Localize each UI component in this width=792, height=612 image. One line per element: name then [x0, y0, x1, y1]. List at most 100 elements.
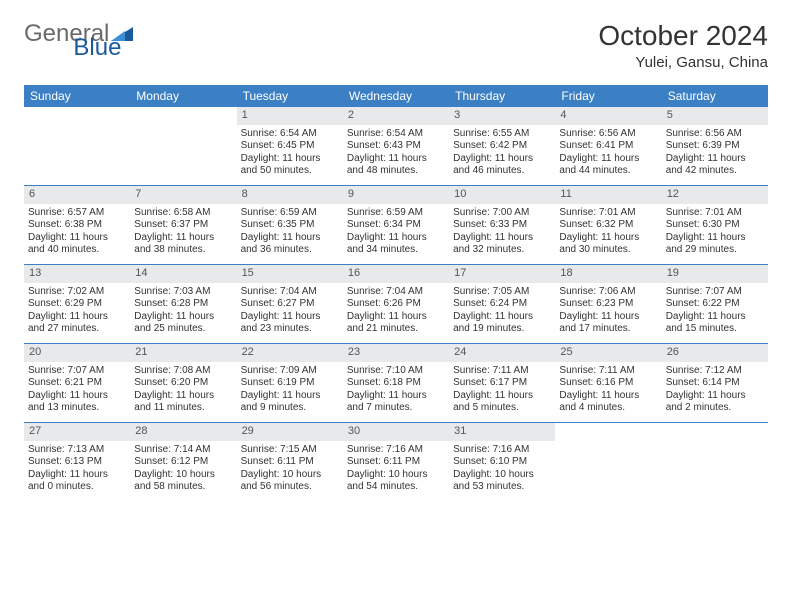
daylight-text: Daylight: 10 hours and 56 minutes.: [241, 469, 339, 494]
sunset-text: Sunset: 6:42 PM: [453, 140, 551, 153]
daylight-text: Daylight: 11 hours and 48 minutes.: [347, 153, 445, 178]
sunrise-text: Sunrise: 7:16 AM: [453, 444, 551, 457]
day-cell: 17Sunrise: 7:05 AMSunset: 6:24 PMDayligh…: [449, 265, 555, 343]
day-cell: 7Sunrise: 6:58 AMSunset: 6:37 PMDaylight…: [130, 186, 236, 264]
day-cell: 9Sunrise: 6:59 AMSunset: 6:34 PMDaylight…: [343, 186, 449, 264]
sunset-text: Sunset: 6:27 PM: [241, 298, 339, 311]
day-number: 10: [449, 186, 555, 204]
week-row: 1Sunrise: 6:54 AMSunset: 6:45 PMDaylight…: [24, 107, 768, 186]
sunrise-text: Sunrise: 7:07 AM: [666, 286, 764, 299]
dow-thursday: Thursday: [449, 85, 555, 107]
day-cell: 10Sunrise: 7:00 AMSunset: 6:33 PMDayligh…: [449, 186, 555, 264]
day-number: 7: [130, 186, 236, 204]
day-number: 6: [24, 186, 130, 204]
daylight-text: Daylight: 10 hours and 54 minutes.: [347, 469, 445, 494]
week-row: 27Sunrise: 7:13 AMSunset: 6:13 PMDayligh…: [24, 423, 768, 501]
day-cell: 1Sunrise: 6:54 AMSunset: 6:45 PMDaylight…: [237, 107, 343, 185]
sunrise-text: Sunrise: 7:01 AM: [666, 207, 764, 220]
day-number: 14: [130, 265, 236, 283]
day-cell: 6Sunrise: 6:57 AMSunset: 6:38 PMDaylight…: [24, 186, 130, 264]
day-cell: 12Sunrise: 7:01 AMSunset: 6:30 PMDayligh…: [662, 186, 768, 264]
sunrise-text: Sunrise: 6:59 AM: [241, 207, 339, 220]
sunrise-text: Sunrise: 7:09 AM: [241, 365, 339, 378]
day-number: 19: [662, 265, 768, 283]
day-number: 17: [449, 265, 555, 283]
sunset-text: Sunset: 6:41 PM: [559, 140, 657, 153]
sunrise-text: Sunrise: 7:13 AM: [28, 444, 126, 457]
day-number: 15: [237, 265, 343, 283]
sunset-text: Sunset: 6:30 PM: [666, 219, 764, 232]
daylight-text: Daylight: 11 hours and 2 minutes.: [666, 390, 764, 415]
day-number: 9: [343, 186, 449, 204]
sunset-text: Sunset: 6:21 PM: [28, 377, 126, 390]
sunrise-text: Sunrise: 6:57 AM: [28, 207, 126, 220]
logo-part2-wrap: Blue: [73, 34, 121, 62]
sunrise-text: Sunrise: 7:03 AM: [134, 286, 232, 299]
daylight-text: Daylight: 11 hours and 27 minutes.: [28, 311, 126, 336]
day-number: 31: [449, 423, 555, 441]
daylight-text: Daylight: 11 hours and 46 minutes.: [453, 153, 551, 178]
daylight-text: Daylight: 11 hours and 44 minutes.: [559, 153, 657, 178]
sunset-text: Sunset: 6:45 PM: [241, 140, 339, 153]
daylight-text: Daylight: 11 hours and 36 minutes.: [241, 232, 339, 257]
sunrise-text: Sunrise: 7:04 AM: [241, 286, 339, 299]
sunset-text: Sunset: 6:29 PM: [28, 298, 126, 311]
day-number: 18: [555, 265, 661, 283]
sunrise-text: Sunrise: 7:16 AM: [347, 444, 445, 457]
dow-sunday: Sunday: [24, 85, 130, 107]
day-number: 1: [237, 107, 343, 125]
day-number: 22: [237, 344, 343, 362]
logo-part2: Blue: [73, 34, 121, 62]
daylight-text: Daylight: 11 hours and 25 minutes.: [134, 311, 232, 336]
daylight-text: Daylight: 11 hours and 17 minutes.: [559, 311, 657, 336]
sunset-text: Sunset: 6:39 PM: [666, 140, 764, 153]
day-cell: [662, 423, 768, 501]
day-cell: 11Sunrise: 7:01 AMSunset: 6:32 PMDayligh…: [555, 186, 661, 264]
daylight-text: Daylight: 11 hours and 30 minutes.: [559, 232, 657, 257]
dow-friday: Friday: [555, 85, 661, 107]
sunrise-text: Sunrise: 7:07 AM: [28, 365, 126, 378]
sunrise-text: Sunrise: 7:14 AM: [134, 444, 232, 457]
day-cell: 8Sunrise: 6:59 AMSunset: 6:35 PMDaylight…: [237, 186, 343, 264]
sunrise-text: Sunrise: 6:56 AM: [559, 128, 657, 141]
title-block: October 2024 Yulei, Gansu, China: [598, 20, 768, 71]
day-number: 20: [24, 344, 130, 362]
day-cell: [555, 423, 661, 501]
daylight-text: Daylight: 11 hours and 40 minutes.: [28, 232, 126, 257]
day-cell: 28Sunrise: 7:14 AMSunset: 6:12 PMDayligh…: [130, 423, 236, 501]
day-number: 12: [662, 186, 768, 204]
sunrise-text: Sunrise: 7:02 AM: [28, 286, 126, 299]
day-number: 11: [555, 186, 661, 204]
dow-monday: Monday: [130, 85, 236, 107]
daylight-text: Daylight: 11 hours and 4 minutes.: [559, 390, 657, 415]
day-cell: 19Sunrise: 7:07 AMSunset: 6:22 PMDayligh…: [662, 265, 768, 343]
sunrise-text: Sunrise: 7:04 AM: [347, 286, 445, 299]
daylight-text: Daylight: 11 hours and 42 minutes.: [666, 153, 764, 178]
calendar-page: General Blue October 2024 Yulei, Gansu, …: [0, 0, 792, 521]
sunrise-text: Sunrise: 7:11 AM: [559, 365, 657, 378]
header: General Blue October 2024 Yulei, Gansu, …: [24, 20, 768, 71]
day-cell: 5 Sunrise: 6:56 AMSunset: 6:39 PMDaylight…: [662, 107, 768, 185]
day-number: 25: [555, 344, 661, 362]
sunset-text: Sunset: 6:19 PM: [241, 377, 339, 390]
sunset-text: Sunset: 6:35 PM: [241, 219, 339, 232]
sunrise-text: Sunrise: 6:59 AM: [347, 207, 445, 220]
day-cell: 14Sunrise: 7:03 AMSunset: 6:28 PMDayligh…: [130, 265, 236, 343]
sunset-text: Sunset: 6:33 PM: [453, 219, 551, 232]
daylight-text: Daylight: 11 hours and 5 minutes.: [453, 390, 551, 415]
day-cell: 2Sunrise: 6:54 AMSunset: 6:43 PMDaylight…: [343, 107, 449, 185]
day-cell: 18Sunrise: 7:06 AMSunset: 6:23 PMDayligh…: [555, 265, 661, 343]
weeks-container: 1Sunrise: 6:54 AMSunset: 6:45 PMDaylight…: [24, 107, 768, 501]
day-cell: 21Sunrise: 7:08 AMSunset: 6:20 PMDayligh…: [130, 344, 236, 422]
logo: General Blue: [24, 20, 183, 48]
day-number: 5: [662, 107, 768, 125]
week-row: 6Sunrise: 6:57 AMSunset: 6:38 PMDaylight…: [24, 186, 768, 265]
sunset-text: Sunset: 6:13 PM: [28, 456, 126, 469]
daylight-text: Daylight: 11 hours and 9 minutes.: [241, 390, 339, 415]
sunrise-text: Sunrise: 6:56 AM: [666, 128, 764, 141]
day-number: 3: [449, 107, 555, 125]
sunrise-text: Sunrise: 6:58 AM: [134, 207, 232, 220]
day-cell: 30Sunrise: 7:16 AMSunset: 6:11 PMDayligh…: [343, 423, 449, 501]
sunset-text: Sunset: 6:11 PM: [347, 456, 445, 469]
sunset-text: Sunset: 6:12 PM: [134, 456, 232, 469]
